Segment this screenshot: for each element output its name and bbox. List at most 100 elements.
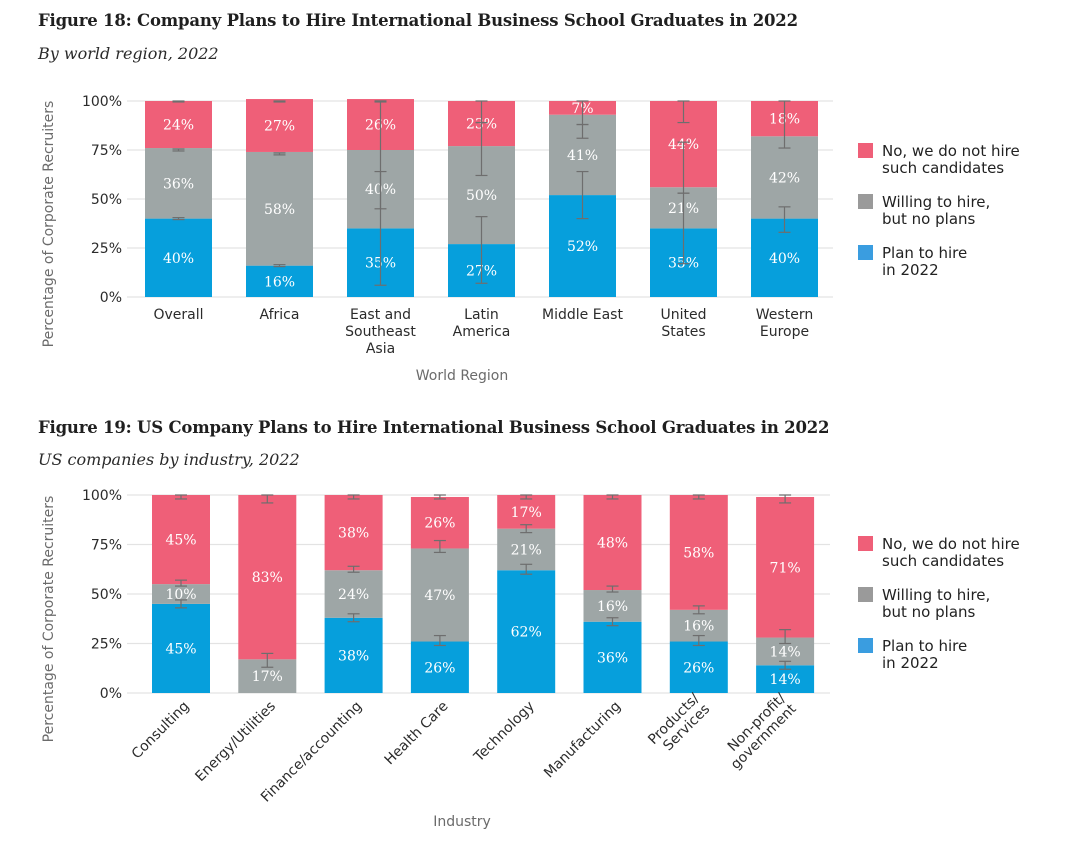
x-category-label: Products/Services (645, 690, 713, 754)
data-label: 38% (338, 648, 369, 664)
x-category-label: East and (350, 307, 411, 323)
bar-segment (324, 495, 383, 571)
bar-segment (145, 148, 212, 219)
data-label: 21% (511, 542, 542, 558)
figure-18-title: Figure 18: Company Plans to Hire Interna… (38, 11, 798, 30)
y-tick-label: 0% (100, 686, 122, 702)
bar-segment (246, 265, 313, 297)
data-label: 47% (424, 588, 455, 604)
data-label: 58% (683, 545, 714, 561)
y-tick-label: 75% (91, 143, 122, 159)
data-label: 36% (597, 650, 628, 666)
data-label: 40% (163, 251, 194, 267)
bar-segment (669, 641, 728, 693)
bar-segment (497, 528, 556, 571)
data-label: 50% (466, 188, 497, 204)
x-category-label: States (661, 324, 705, 340)
x-axis-title: World Region (416, 368, 509, 384)
y-tick-label: 25% (91, 637, 122, 653)
data-label: 71% (770, 560, 801, 576)
x-category-label: Europe (760, 324, 809, 340)
x-category-label: America (453, 324, 511, 340)
legend-label: but no plans (882, 210, 976, 228)
bar-segment (246, 99, 313, 152)
y-tick-label: 75% (91, 538, 122, 554)
data-label: 40% (769, 251, 800, 267)
data-label: 10% (165, 587, 196, 603)
data-label: 27% (264, 119, 295, 135)
data-label: 24% (338, 587, 369, 603)
y-tick-label: 0% (100, 290, 122, 306)
data-label: 26% (424, 516, 455, 532)
bar-segment (324, 570, 383, 618)
bar-segment (583, 621, 642, 693)
data-label: 16% (683, 619, 714, 635)
legend-label: Willing to hire, (882, 586, 990, 604)
data-label: 24% (163, 118, 194, 134)
bar-segment (152, 584, 210, 604)
x-category-label: Middle East (542, 307, 623, 323)
legend-swatch (858, 194, 873, 209)
data-label: 26% (424, 660, 455, 676)
data-label: 17% (252, 669, 283, 685)
legend-label: in 2022 (882, 261, 939, 279)
legend-label: such candidates (882, 159, 1004, 177)
data-label: 45% (165, 641, 196, 657)
x-category-label: Non-profit/government (725, 690, 800, 772)
x-category-label: Health Care (382, 698, 452, 768)
bar-segment (497, 570, 556, 693)
data-label: 36% (163, 176, 194, 192)
legend-label: such candidates (882, 552, 1004, 570)
bar-segment (246, 151, 313, 266)
bar-segment (152, 603, 210, 693)
x-category-label: Latin (464, 307, 499, 323)
bar-segment (756, 496, 815, 638)
bar-segment (410, 496, 469, 549)
x-category-label: Technology (470, 698, 537, 765)
y-tick-label: 50% (91, 192, 122, 208)
bar-segment (410, 548, 469, 642)
x-category-label: Energy/Utilities (192, 698, 279, 785)
bar-segment (324, 617, 383, 693)
x-category-label-line: Technology (470, 698, 537, 765)
x-category-label: Africa (260, 307, 300, 323)
y-tick-label: 100% (82, 488, 122, 504)
bar-segment (145, 101, 212, 149)
data-label: 41% (567, 148, 598, 164)
legend-swatch (858, 245, 873, 260)
x-category-label: Overall (153, 307, 203, 323)
bar-segment (583, 590, 642, 622)
y-axis-title: Percentage of Corporate Recruiters (41, 101, 57, 348)
data-label: 48% (597, 536, 628, 552)
data-label: 17% (511, 505, 542, 521)
x-category-label-line: Consulting (129, 698, 193, 762)
data-label: 83% (252, 570, 283, 586)
legend-label: Willing to hire, (882, 193, 990, 211)
x-category-label: Asia (366, 341, 395, 357)
data-label: 42% (769, 170, 800, 186)
x-category-label: United (661, 307, 707, 323)
legend-swatch (858, 638, 873, 653)
legend-label: in 2022 (882, 654, 939, 672)
bar-segment (751, 136, 818, 219)
y-tick-label: 25% (91, 241, 122, 257)
data-label: 26% (683, 660, 714, 676)
bar-segment (583, 495, 642, 591)
legend-label: No, we do not hire (882, 535, 1020, 553)
x-category-label-line: Health Care (382, 698, 452, 768)
legend-label: Plan to hire (882, 637, 967, 655)
bar-segment (410, 641, 469, 693)
data-label: 58% (264, 202, 295, 218)
legend-swatch (858, 536, 873, 551)
y-axis-title: Percentage of Corporate Recruiters (41, 496, 57, 743)
data-label: 52% (567, 239, 598, 255)
y-tick-label: 100% (82, 94, 122, 110)
x-category-label: Southeast (345, 324, 416, 340)
figure-19-title: Figure 19: US Company Plans to Hire Inte… (38, 418, 830, 437)
x-axis-title: Industry (433, 814, 491, 830)
data-label: 16% (597, 599, 628, 615)
legend-label: No, we do not hire (882, 142, 1020, 160)
bar-segment (497, 495, 556, 529)
bar-segment (152, 495, 210, 585)
